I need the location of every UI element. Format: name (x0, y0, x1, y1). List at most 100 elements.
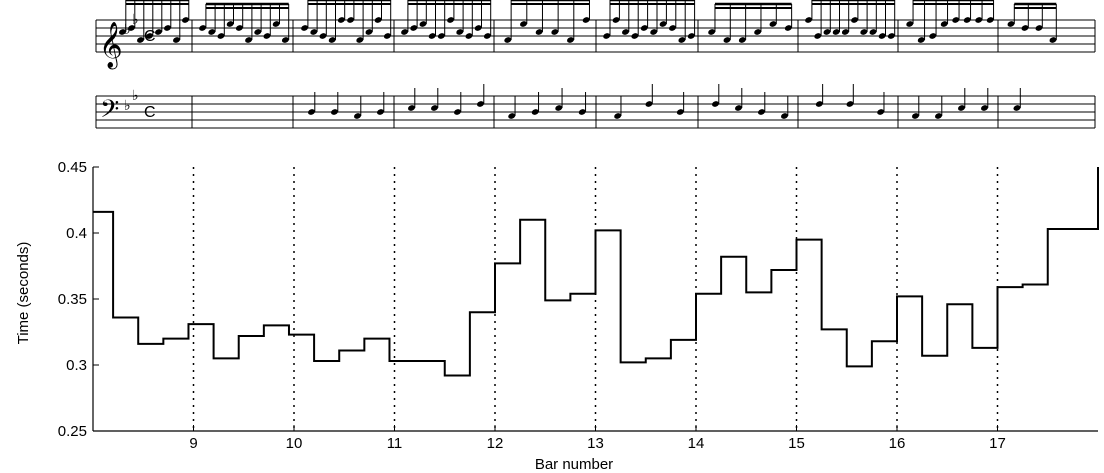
note-head (711, 101, 720, 107)
note-head (263, 33, 271, 39)
x-tick-labels: 9 10 11 12 13 14 15 16 17 (189, 425, 1006, 452)
note-head (877, 109, 885, 115)
y-tick-label: 0.25 (58, 423, 87, 440)
x-tick-label: 10 (286, 435, 303, 452)
note-head (582, 17, 590, 23)
note-head (917, 37, 925, 43)
flat-icon: ♭ (132, 87, 139, 103)
note-head (319, 33, 327, 39)
note-head (566, 37, 575, 43)
x-tick-label: 9 (189, 435, 197, 452)
note-head (860, 29, 868, 35)
note-head (621, 29, 630, 35)
note-head (640, 25, 648, 31)
note-head (407, 105, 416, 111)
x-tick-label: 17 (989, 435, 1006, 452)
note-head (235, 25, 243, 31)
note-head (823, 29, 831, 35)
note-head (650, 29, 658, 35)
note-head (226, 21, 234, 27)
x-tick-label: 15 (788, 435, 805, 452)
note-head (551, 29, 559, 35)
note-head (519, 21, 528, 27)
note-head (975, 17, 983, 23)
note-head (815, 101, 823, 107)
note-head (780, 113, 789, 119)
note-head (301, 25, 309, 31)
y-tick-label: 0.35 (58, 291, 87, 308)
note-head (738, 37, 746, 43)
note-head (887, 33, 895, 39)
note-head (934, 113, 943, 119)
note-head (328, 37, 336, 43)
note-head (1013, 105, 1021, 111)
note-head (687, 33, 695, 39)
note-head (612, 17, 620, 23)
note-head (430, 105, 439, 111)
x-tick-label: 12 (487, 435, 504, 452)
note-head (374, 17, 382, 23)
note-head (952, 17, 960, 23)
note-head (906, 21, 914, 27)
note-head (419, 21, 427, 27)
note-head (208, 29, 216, 35)
note-head (676, 109, 684, 115)
common-time-icon: C (144, 104, 156, 121)
note-head (963, 17, 971, 23)
note-head (437, 33, 445, 39)
note-head (118, 29, 127, 35)
note-head (356, 37, 364, 43)
y-tick-label: 0.3 (66, 357, 87, 374)
note-head (199, 25, 207, 31)
note-head (535, 29, 543, 35)
grid-lines (192, 167, 999, 431)
note-head (555, 105, 563, 111)
note-head (172, 37, 181, 43)
note-head (245, 37, 253, 43)
note-head (330, 109, 339, 115)
y-tick-label: 0.45 (58, 159, 87, 176)
note-head (603, 33, 611, 39)
series (93, 167, 1099, 377)
note-head (337, 17, 345, 23)
note-head (814, 33, 822, 39)
note-head (929, 33, 937, 39)
note-head (465, 33, 473, 39)
note-head (708, 29, 716, 35)
note-head (805, 17, 813, 23)
note-head (410, 25, 418, 31)
note-head (784, 25, 792, 31)
note-head (878, 33, 886, 39)
note-head (154, 29, 163, 35)
note-head (757, 109, 766, 115)
note-head (272, 21, 280, 27)
treble-clef-icon: 𝄞 (99, 22, 123, 70)
x-tick-label: 13 (587, 435, 604, 452)
note-head (383, 33, 391, 39)
note-head (365, 29, 373, 35)
note-head (476, 101, 485, 107)
note-head (310, 29, 318, 35)
note-head (254, 29, 262, 35)
note-head (376, 109, 385, 115)
note-head (428, 33, 436, 39)
note-head (980, 105, 989, 111)
note-head (645, 101, 653, 107)
note-head (940, 21, 948, 27)
x-tick-label: 11 (387, 435, 403, 452)
note-head (846, 101, 854, 107)
note-head (769, 21, 777, 27)
note-head (145, 33, 154, 39)
note-head (614, 113, 622, 119)
note-head (851, 17, 859, 23)
note-head (531, 109, 539, 115)
note-head (832, 29, 840, 35)
note-head (483, 33, 491, 39)
note-head (678, 37, 686, 43)
note-head (127, 25, 136, 31)
note-head (347, 17, 355, 23)
note-head (631, 33, 639, 39)
x-axis-title: Bar number (535, 456, 613, 473)
note-head (723, 37, 731, 43)
